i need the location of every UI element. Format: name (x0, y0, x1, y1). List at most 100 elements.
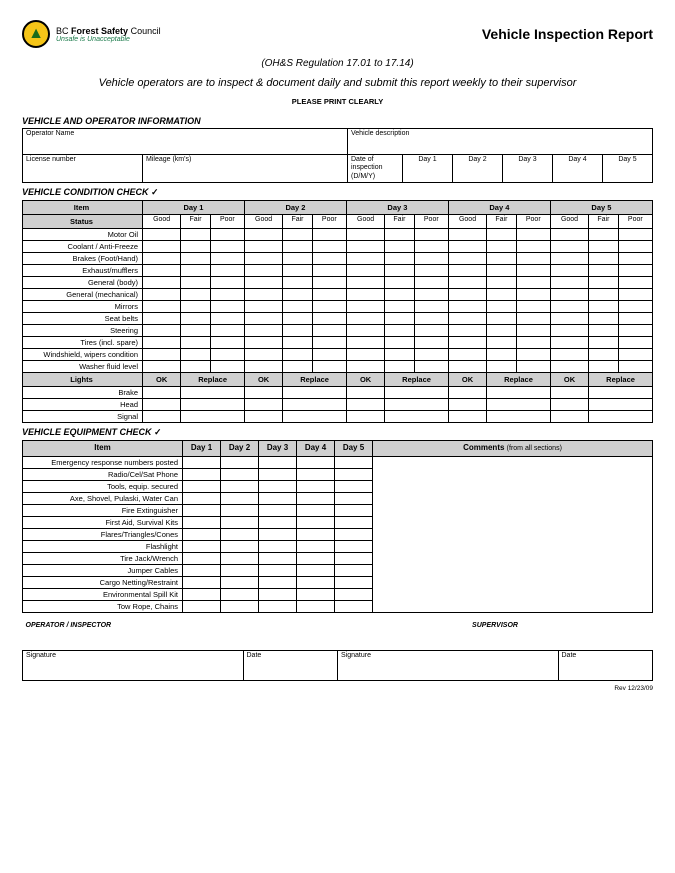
condition-cell[interactable] (283, 229, 313, 241)
equipment-day-cell[interactable] (183, 564, 221, 576)
condition-cell[interactable] (346, 229, 384, 241)
condition-cell[interactable] (385, 241, 415, 253)
equipment-day-cell[interactable] (297, 600, 335, 612)
condition-cell[interactable] (618, 301, 652, 313)
condition-cell[interactable] (143, 265, 181, 277)
mileage-field[interactable]: Mileage (km's) (143, 155, 348, 183)
lights-ok-cell[interactable] (143, 411, 181, 423)
condition-cell[interactable] (143, 313, 181, 325)
condition-cell[interactable] (283, 313, 313, 325)
condition-cell[interactable] (283, 337, 313, 349)
condition-cell[interactable] (448, 301, 486, 313)
equipment-day-cell[interactable] (297, 540, 335, 552)
equipment-day-cell[interactable] (335, 576, 373, 588)
condition-cell[interactable] (181, 241, 211, 253)
condition-cell[interactable] (487, 325, 517, 337)
condition-cell[interactable] (312, 313, 346, 325)
equipment-day-cell[interactable] (259, 504, 297, 516)
lights-replace-cell[interactable] (385, 411, 449, 423)
lights-ok-cell[interactable] (346, 387, 384, 399)
condition-cell[interactable] (414, 277, 448, 289)
condition-cell[interactable] (312, 337, 346, 349)
lights-replace-cell[interactable] (283, 399, 347, 411)
equipment-day-cell[interactable] (259, 492, 297, 504)
equipment-day-cell[interactable] (297, 552, 335, 564)
lights-replace-cell[interactable] (487, 387, 551, 399)
condition-cell[interactable] (414, 253, 448, 265)
condition-cell[interactable] (283, 253, 313, 265)
condition-cell[interactable] (244, 361, 282, 373)
condition-cell[interactable] (550, 349, 588, 361)
day4-field[interactable]: Day 4 (553, 155, 603, 183)
date-inspection-field[interactable]: Date of inspection (D/M/Y) (348, 155, 403, 183)
condition-cell[interactable] (618, 289, 652, 301)
lights-ok-cell[interactable] (143, 399, 181, 411)
equipment-day-cell[interactable] (221, 492, 259, 504)
equipment-day-cell[interactable] (335, 564, 373, 576)
condition-cell[interactable] (346, 241, 384, 253)
condition-cell[interactable] (550, 253, 588, 265)
condition-cell[interactable] (283, 289, 313, 301)
equipment-day-cell[interactable] (297, 564, 335, 576)
lights-replace-cell[interactable] (487, 411, 551, 423)
condition-cell[interactable] (181, 361, 211, 373)
condition-cell[interactable] (143, 337, 181, 349)
condition-cell[interactable] (448, 265, 486, 277)
equipment-day-cell[interactable] (221, 552, 259, 564)
lights-ok-cell[interactable] (244, 411, 282, 423)
equipment-day-cell[interactable] (297, 504, 335, 516)
day3-field[interactable]: Day 3 (503, 155, 553, 183)
condition-cell[interactable] (210, 337, 244, 349)
condition-cell[interactable] (414, 229, 448, 241)
condition-cell[interactable] (589, 301, 619, 313)
equipment-day-cell[interactable] (183, 480, 221, 492)
condition-cell[interactable] (244, 241, 282, 253)
operator-date-field[interactable]: Date (243, 651, 338, 681)
condition-cell[interactable] (283, 361, 313, 373)
condition-cell[interactable] (487, 277, 517, 289)
condition-cell[interactable] (181, 337, 211, 349)
condition-cell[interactable] (312, 277, 346, 289)
condition-cell[interactable] (550, 361, 588, 373)
condition-cell[interactable] (589, 313, 619, 325)
condition-cell[interactable] (589, 337, 619, 349)
condition-cell[interactable] (210, 277, 244, 289)
condition-cell[interactable] (181, 301, 211, 313)
condition-cell[interactable] (312, 349, 346, 361)
condition-cell[interactable] (487, 289, 517, 301)
condition-cell[interactable] (516, 253, 550, 265)
condition-cell[interactable] (181, 253, 211, 265)
condition-cell[interactable] (210, 325, 244, 337)
equipment-day-cell[interactable] (297, 480, 335, 492)
equipment-day-cell[interactable] (297, 456, 335, 468)
condition-cell[interactable] (312, 301, 346, 313)
condition-cell[interactable] (414, 325, 448, 337)
condition-cell[interactable] (181, 325, 211, 337)
condition-cell[interactable] (589, 289, 619, 301)
lights-replace-cell[interactable] (181, 387, 245, 399)
condition-cell[interactable] (448, 229, 486, 241)
condition-cell[interactable] (385, 229, 415, 241)
lights-ok-cell[interactable] (550, 387, 588, 399)
condition-cell[interactable] (346, 277, 384, 289)
condition-cell[interactable] (181, 349, 211, 361)
condition-cell[interactable] (210, 361, 244, 373)
condition-cell[interactable] (618, 241, 652, 253)
condition-cell[interactable] (618, 277, 652, 289)
condition-cell[interactable] (385, 289, 415, 301)
condition-cell[interactable] (550, 325, 588, 337)
equipment-day-cell[interactable] (297, 528, 335, 540)
condition-cell[interactable] (210, 349, 244, 361)
condition-cell[interactable] (143, 289, 181, 301)
license-field[interactable]: License number (23, 155, 143, 183)
condition-cell[interactable] (516, 301, 550, 313)
equipment-day-cell[interactable] (183, 456, 221, 468)
equipment-day-cell[interactable] (335, 468, 373, 480)
condition-cell[interactable] (181, 277, 211, 289)
condition-cell[interactable] (516, 313, 550, 325)
condition-cell[interactable] (448, 361, 486, 373)
condition-cell[interactable] (618, 253, 652, 265)
condition-cell[interactable] (414, 349, 448, 361)
day2-field[interactable]: Day 2 (453, 155, 503, 183)
condition-cell[interactable] (414, 265, 448, 277)
